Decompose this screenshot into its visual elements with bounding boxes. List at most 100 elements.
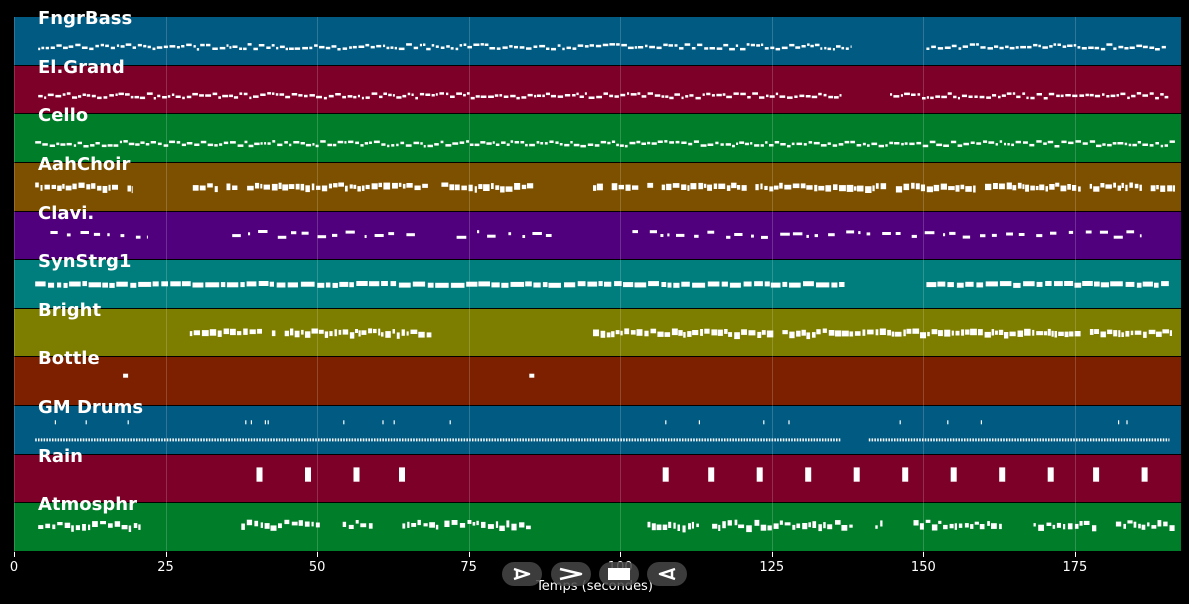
note — [1129, 438, 1131, 442]
note — [1089, 140, 1096, 144]
note — [922, 438, 924, 442]
note — [396, 332, 400, 339]
note — [819, 438, 821, 442]
note — [841, 46, 845, 50]
note — [1089, 183, 1092, 189]
note — [348, 438, 351, 442]
note — [1156, 331, 1162, 337]
track-label: Bright — [38, 299, 102, 321]
note — [316, 185, 321, 190]
note — [105, 44, 109, 48]
note — [480, 141, 486, 144]
note — [549, 140, 554, 144]
note — [57, 438, 60, 442]
note — [841, 525, 848, 532]
piano-roll-tracks: FngrBass El.Grand Cello AahChoir Clavi. SynSt… — [14, 8, 1181, 552]
note — [243, 92, 248, 95]
note — [685, 94, 689, 98]
note — [1008, 438, 1011, 442]
note — [962, 235, 971, 239]
note — [587, 143, 594, 147]
note — [237, 330, 242, 336]
note — [998, 95, 1001, 98]
note — [1093, 186, 1100, 192]
note — [1052, 525, 1056, 530]
note — [364, 142, 369, 145]
stop-button[interactable] — [599, 562, 639, 586]
note — [712, 438, 715, 442]
note — [567, 438, 569, 442]
note — [100, 43, 104, 47]
note — [1134, 330, 1142, 335]
note — [1035, 185, 1039, 191]
note — [656, 46, 662, 50]
note — [1017, 438, 1019, 442]
note — [1139, 233, 1142, 237]
note — [1025, 184, 1029, 192]
note — [65, 185, 72, 191]
note — [656, 438, 659, 442]
note — [487, 524, 494, 530]
note — [641, 94, 647, 98]
note — [427, 282, 434, 288]
note — [123, 374, 129, 379]
play-button[interactable] — [502, 562, 542, 586]
note — [423, 43, 426, 46]
note — [97, 96, 102, 99]
note — [320, 438, 323, 442]
note — [938, 438, 941, 442]
note — [446, 92, 449, 95]
note — [766, 94, 769, 97]
note — [1017, 330, 1023, 337]
note — [1148, 329, 1156, 334]
x-tick-label: 175 — [1062, 560, 1088, 575]
note — [298, 520, 303, 527]
note — [312, 438, 314, 442]
note — [750, 43, 755, 47]
note — [392, 182, 398, 189]
rewind-button[interactable] — [647, 562, 687, 586]
note — [121, 525, 128, 530]
note — [374, 233, 384, 237]
note — [933, 184, 940, 192]
note — [1020, 438, 1022, 442]
note — [1025, 438, 1028, 442]
note — [181, 281, 191, 287]
note — [378, 182, 382, 188]
fast-forward-button[interactable] — [551, 562, 591, 586]
note — [938, 521, 942, 525]
note — [975, 438, 977, 442]
note — [1160, 438, 1162, 442]
note — [461, 185, 467, 191]
note — [138, 438, 141, 442]
note — [752, 91, 758, 95]
note — [677, 524, 680, 532]
note — [466, 140, 469, 143]
note — [930, 96, 934, 99]
note — [698, 438, 701, 442]
note — [1118, 45, 1124, 49]
note — [1118, 330, 1121, 337]
note — [911, 234, 917, 238]
note — [128, 525, 132, 533]
note — [449, 420, 451, 425]
note — [478, 184, 483, 189]
note — [264, 142, 267, 145]
note — [927, 331, 930, 337]
note — [1169, 330, 1172, 336]
note — [620, 330, 623, 336]
note — [827, 438, 830, 442]
note — [186, 438, 188, 442]
note — [814, 233, 818, 237]
note — [1009, 331, 1016, 337]
note — [924, 230, 935, 234]
note — [871, 142, 878, 146]
note — [271, 330, 276, 336]
note — [400, 141, 405, 145]
note — [769, 94, 775, 98]
note — [867, 144, 870, 148]
note — [176, 46, 180, 49]
note — [399, 467, 405, 482]
note — [314, 44, 318, 47]
note — [506, 520, 510, 528]
